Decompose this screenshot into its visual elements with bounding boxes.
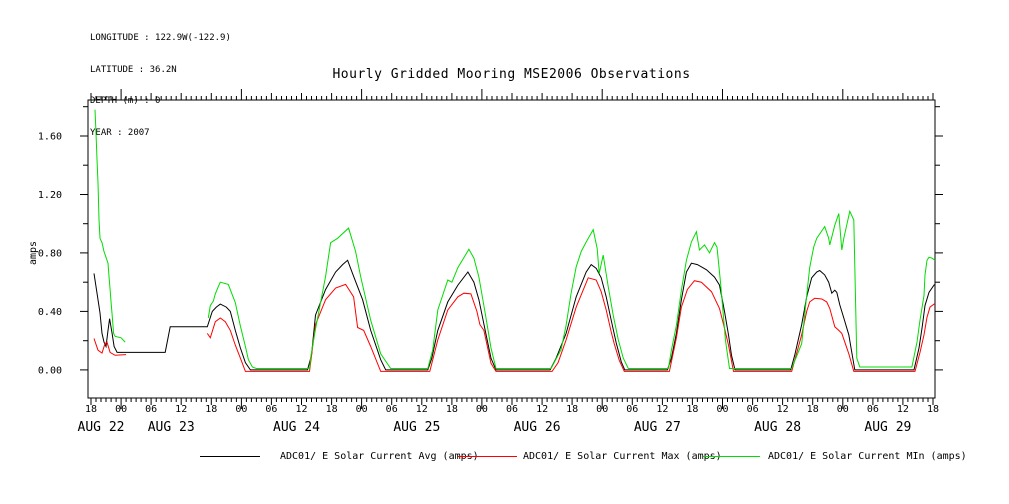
metadata-block: LONGITUDE : 122.9W(-122.9) LATITUDE : 36… <box>90 12 231 159</box>
series-line-min <box>207 209 936 369</box>
y-tick-label: 0.40 <box>38 307 62 318</box>
y-tick-label: 0.00 <box>38 365 62 376</box>
chart-title: Hourly Gridded Mooring MSE2006 Observati… <box>332 67 691 82</box>
x-hour-label: 06 <box>386 404 398 415</box>
x-hour-label: 06 <box>867 404 879 415</box>
metadata-longitude: LONGITUDE : 122.9W(-122.9) <box>90 33 231 43</box>
x-hour-label: 00 <box>235 404 247 415</box>
x-hour-label: 06 <box>506 404 518 415</box>
x-hour-label: 18 <box>205 404 217 415</box>
x-hour-label: 12 <box>416 404 428 415</box>
x-hour-label: 12 <box>777 404 789 415</box>
series-line-min <box>94 109 126 343</box>
x-hour-label: 00 <box>716 404 728 415</box>
legend-label-min: ADC01/ E Solar Current MIn (amps) <box>768 451 967 462</box>
x-hour-label: 18 <box>927 404 939 415</box>
x-hour-label: 12 <box>536 404 548 415</box>
y-tick-label: 1.20 <box>38 190 62 201</box>
y-tick-label: 1.60 <box>38 132 62 143</box>
legend-label-max: ADC01/ E Solar Current Max (amps) <box>523 451 722 462</box>
x-hour-label: 00 <box>476 404 488 415</box>
x-hour-label: 00 <box>356 404 368 415</box>
legend-label-avg: ADC01/ E Solar Current Avg (amps) <box>280 451 479 462</box>
x-date-label: AUG 24 <box>273 420 320 435</box>
x-hour-label: 18 <box>85 404 97 415</box>
y-axis-title: amps <box>28 241 39 265</box>
metadata-depth: DEPTH (m) : 0 <box>90 96 161 106</box>
x-hour-label: 06 <box>626 404 638 415</box>
x-date-label: AUG 26 <box>514 420 561 435</box>
metadata-latitude: LATITUDE : 36.2N <box>90 64 177 75</box>
legend-line-avg <box>200 456 260 457</box>
x-axis-ticks <box>90 89 934 409</box>
x-date-label: AUG 25 <box>393 420 440 435</box>
series-line-avg <box>93 259 936 371</box>
x-hour-label: 06 <box>747 404 759 415</box>
x-date-label: AUG 29 <box>864 420 911 435</box>
plot-frame <box>87 99 936 399</box>
x-hour-label: 12 <box>656 404 668 415</box>
series-line-max <box>93 338 127 356</box>
x-hour-label: 00 <box>596 404 608 415</box>
legend-line-max <box>458 456 517 457</box>
series-line-max <box>206 277 936 372</box>
x-hour-label: 12 <box>175 404 187 415</box>
x-hour-label: 18 <box>446 404 458 415</box>
x-date-label: AUG 23 <box>148 420 195 435</box>
metadata-year: YEAR : 2007 <box>90 127 150 138</box>
y-axis-ticks <box>80 106 943 371</box>
x-hour-label: 06 <box>265 404 277 415</box>
legend-line-min <box>703 456 760 457</box>
x-hour-label: 18 <box>326 404 338 415</box>
x-date-label: AUG 28 <box>754 420 801 435</box>
x-hour-label: 12 <box>295 404 307 415</box>
x-hour-label: 00 <box>837 404 849 415</box>
x-hour-label: 18 <box>807 404 819 415</box>
x-date-label: AUG 27 <box>634 420 681 435</box>
x-hour-label: 06 <box>145 404 157 415</box>
x-date-label: AUG 22 <box>78 420 125 435</box>
x-hour-label: 18 <box>686 404 698 415</box>
x-hour-label: 00 <box>115 404 127 415</box>
y-tick-label: 0.80 <box>38 248 62 259</box>
x-hour-label: 18 <box>566 404 578 415</box>
x-hour-label: 12 <box>897 404 909 415</box>
